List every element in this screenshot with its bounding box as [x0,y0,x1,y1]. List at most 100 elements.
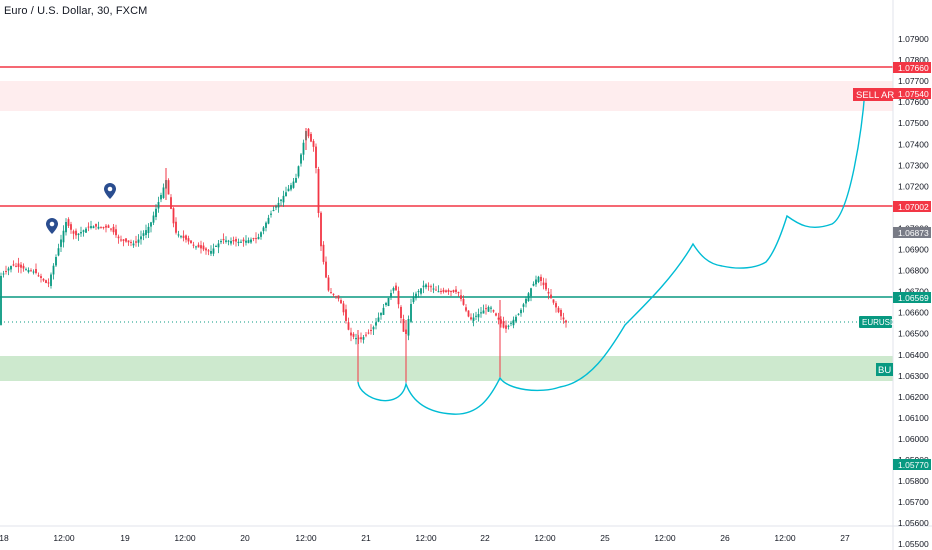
candle-body [195,246,197,248]
candle-body [132,243,135,246]
candle-body [402,318,405,332]
buy-zone-label-text: BU [878,365,891,376]
candle-body [137,239,140,243]
buy-zone-label: BU [876,363,893,376]
candle-body [87,226,90,228]
candle-body [212,248,215,254]
candle-body [255,238,257,240]
time-tick-label: 18 [0,533,9,543]
candle-body [25,269,27,271]
candle-body [502,321,505,328]
candle-body [222,238,225,241]
candle-body [125,238,127,242]
candle-body [397,290,400,305]
candle-body [512,319,515,326]
candle-body [487,307,490,312]
candle-body [507,325,510,327]
candle-body [120,239,122,241]
candle-body [445,290,447,292]
candle-body [160,195,162,200]
candle-body [205,248,207,251]
candle-body [510,322,512,324]
candle-body [77,233,80,235]
candle-body [145,230,147,235]
candle-body [155,208,157,218]
candle-body [455,289,457,292]
map-pin-icon[interactable] [46,218,58,234]
level-tag-last-text: 1.05770 [898,460,929,470]
candle-body [520,309,522,314]
candle-body [317,169,320,213]
candle-body [395,285,397,291]
candle-body [385,303,387,305]
map-pin-icon[interactable] [104,183,116,199]
candle-body [480,312,482,314]
candle-body [560,309,562,317]
level-tag-crosshair-text: 1.06873 [898,228,929,238]
candle-body [367,332,370,334]
candle-body [415,293,417,299]
candle-body [365,334,367,336]
candle-body [20,264,22,268]
price-axis[interactable]: 1.07900 1.07800 1.07700 1.07600 1.07500 1.074… [898,34,929,549]
candle-body [452,290,455,292]
candle-body [530,288,532,297]
candle-body [107,225,110,228]
candle-body [232,240,235,242]
price-tick-label: 1.07300 [898,160,929,170]
level-tag-support: 1.06569 [893,292,931,303]
candle-body [175,221,177,233]
projection-path[interactable] [357,89,866,415]
candle-body [370,329,372,331]
time-tick-label: 27 [840,533,850,543]
candle-body [337,295,340,299]
candle-body [97,226,100,229]
price-tick-label: 1.07700 [898,76,929,86]
candle-body [377,317,380,322]
candle-body [260,232,262,237]
candle-body [545,282,547,290]
candle-body [227,240,230,242]
candle-body [472,317,475,322]
candle-body [382,307,385,315]
candle-body [65,222,67,233]
candle-body [70,224,72,230]
candle-body [517,313,520,315]
candle-body [230,241,232,244]
candle-body [37,275,40,277]
candle-body [490,307,492,309]
candle-body [270,213,272,215]
candle-body [447,290,450,292]
candle-body [310,133,312,142]
candle-body [442,289,445,292]
candle-body [280,199,282,201]
candle-body [332,293,335,295]
time-axis[interactable]: 18 12:00 19 12:00 20 12:00 21 12:00 22 12:00 25 12:… [0,533,850,543]
candle-body [7,268,10,271]
candle-body [220,241,222,243]
price-tick-label: 1.05700 [898,497,929,507]
candle-body [320,212,322,247]
candle-body [542,282,545,286]
candle-body [80,232,82,234]
ticker-tag: EURUSD [859,316,896,328]
candle-body [355,338,357,340]
candle-body [440,291,442,293]
level-tag-last: 1.05770 [893,459,931,470]
candle-body [127,240,130,243]
price-tick-label: 1.07500 [898,118,929,128]
candle-body [112,226,115,233]
candle-body [350,332,352,336]
candle-body [95,223,97,227]
candle-body [360,337,362,340]
candle-body [540,276,542,281]
candle-body [565,320,567,323]
candle-body [62,230,65,243]
candle-body [35,269,37,273]
candle-body [90,226,92,228]
candle-body [322,244,325,262]
candle-body [362,337,365,340]
candle-body [152,215,155,223]
candle-body [340,300,342,304]
